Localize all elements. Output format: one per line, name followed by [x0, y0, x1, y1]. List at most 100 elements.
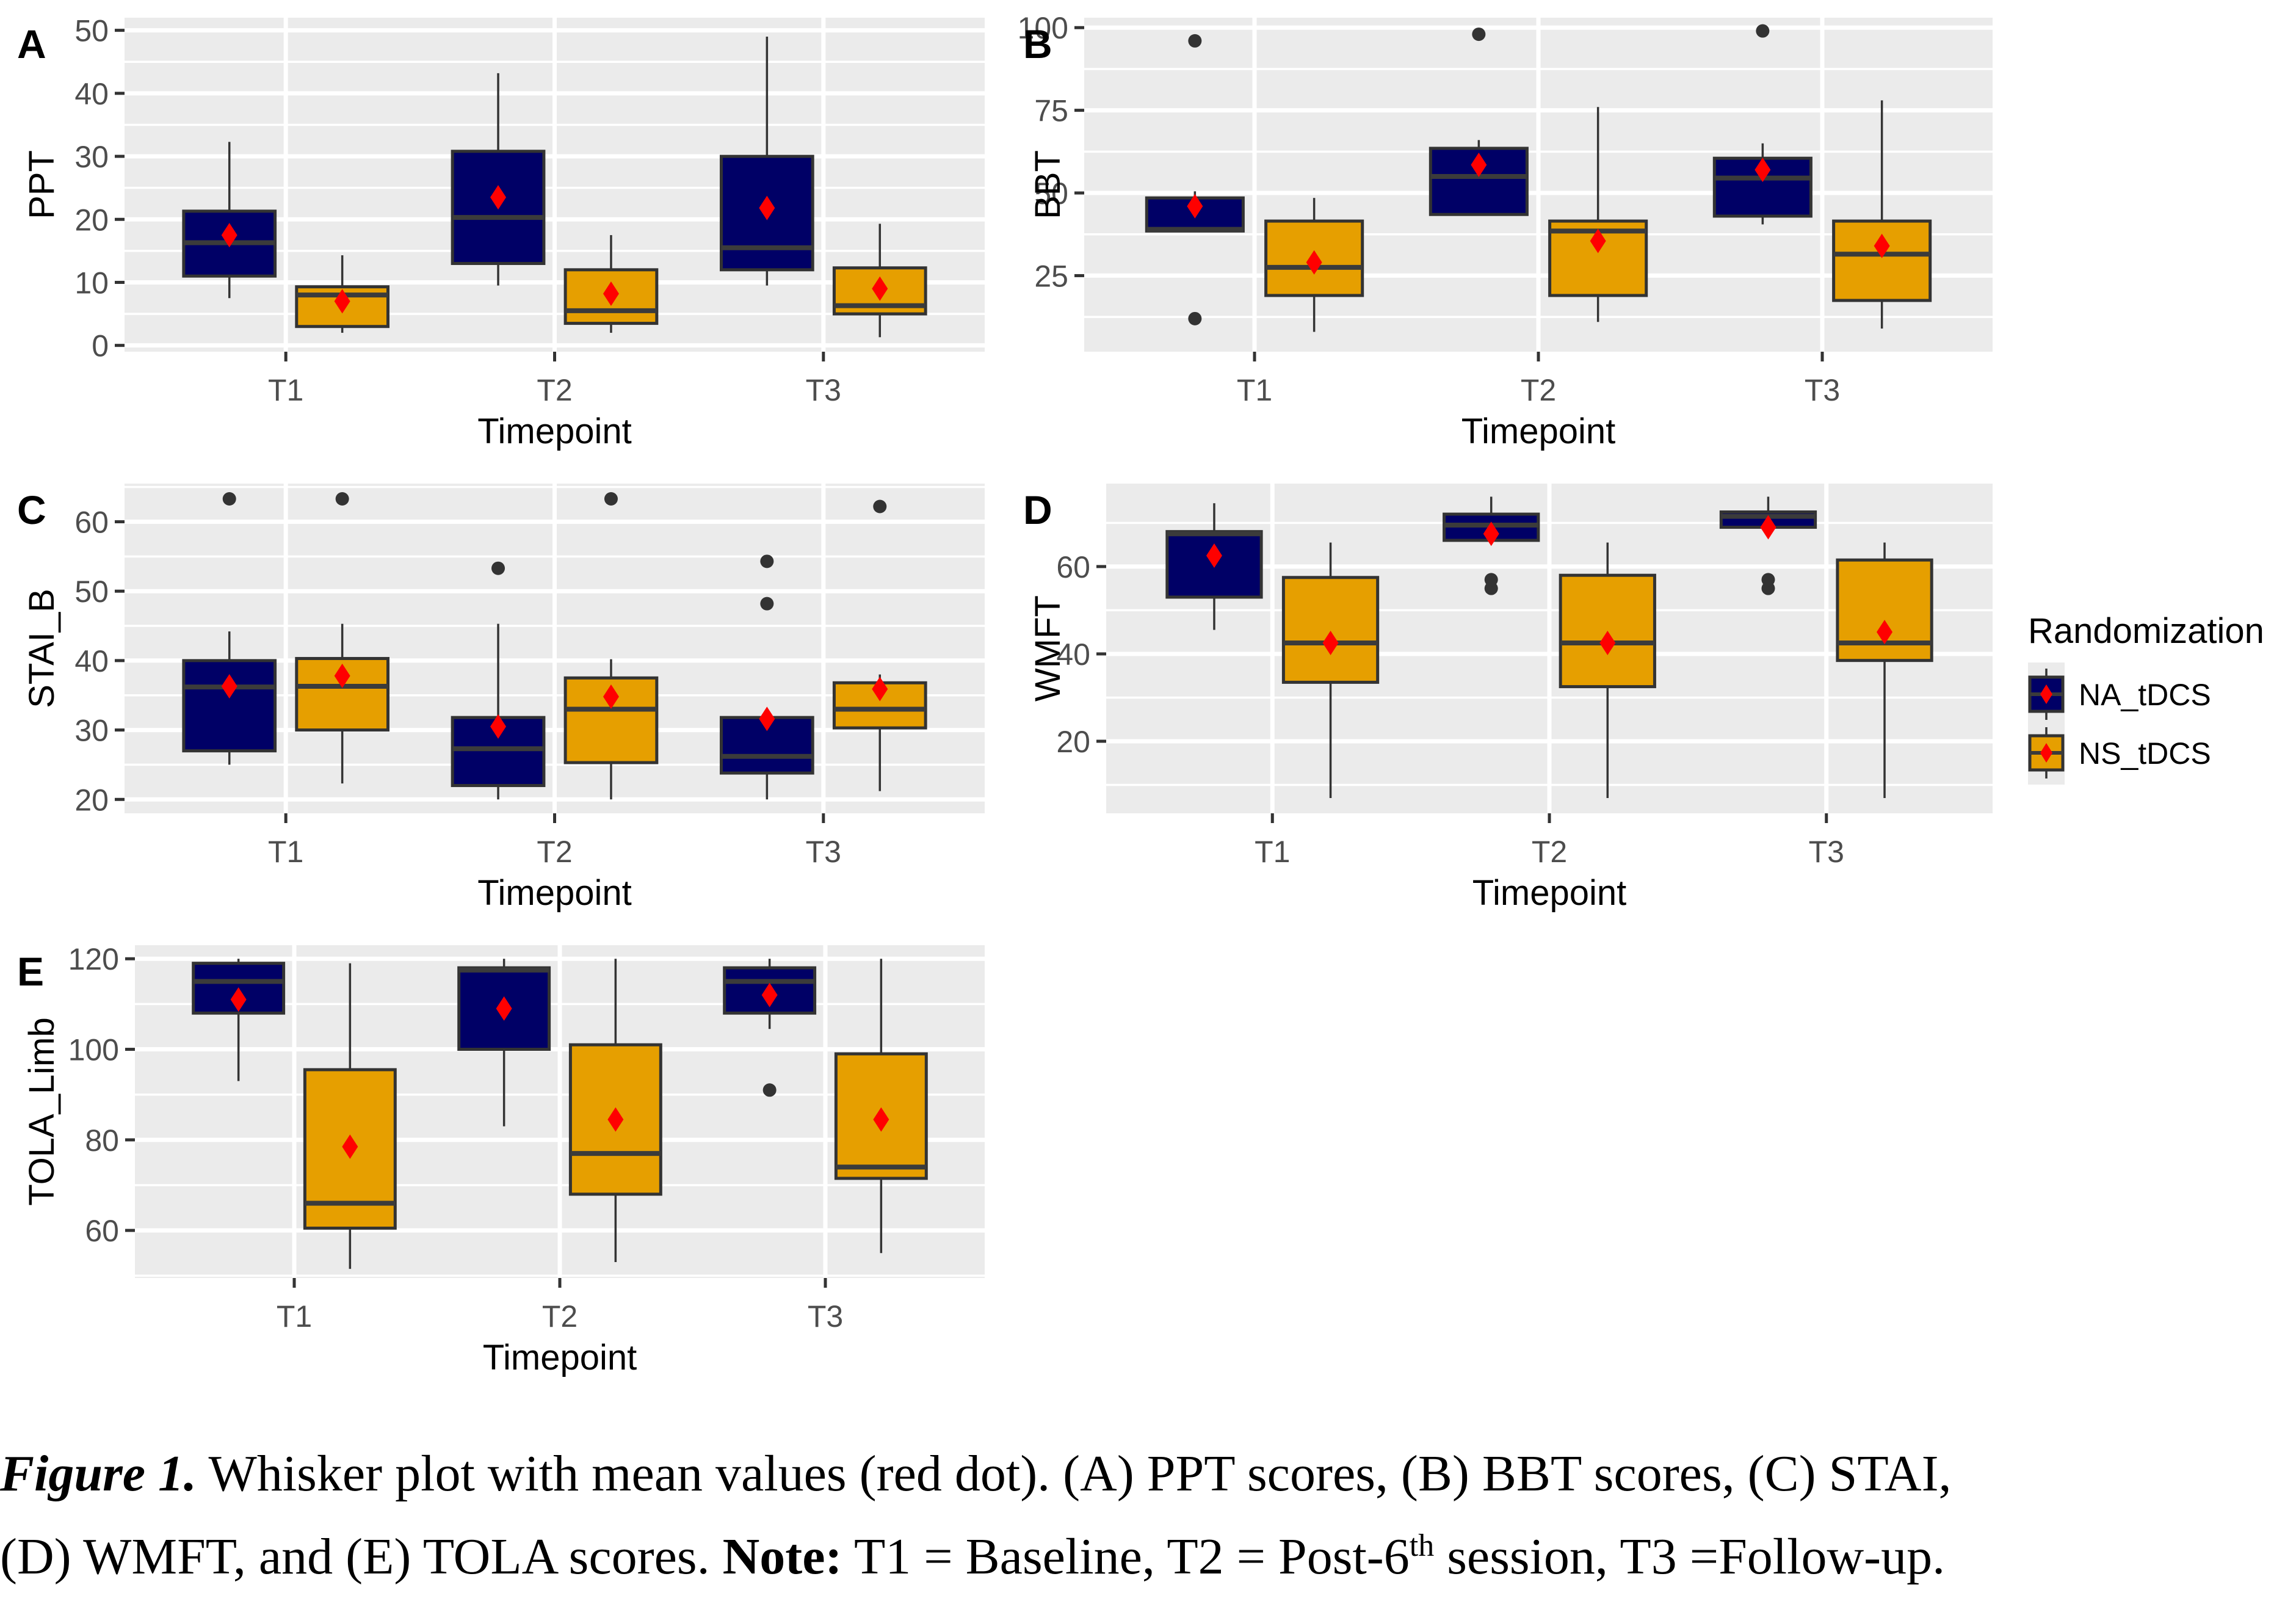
box-na-tdcs	[451, 561, 546, 800]
box-na-tdcs	[723, 959, 817, 1097]
y-tick-label: 60	[85, 1214, 119, 1248]
y-axis-title: PPT	[22, 150, 62, 219]
mean-marker	[607, 1107, 624, 1132]
box-na-tdcs	[1165, 503, 1263, 630]
y-tick-label: 80	[85, 1123, 119, 1158]
mean-marker	[221, 223, 237, 248]
y-axis-title: BBT	[1028, 150, 1068, 219]
mean-marker	[342, 1134, 358, 1159]
box-ns-tdcs	[1548, 107, 1648, 322]
caption-line2-b: T1 = Baseline, T2 = Post-6	[842, 1528, 1410, 1585]
y-tick-label: 50	[1034, 176, 1068, 211]
box-na-tdcs	[192, 959, 286, 1081]
y-tick-label: 30	[74, 714, 109, 748]
x-tick-label: T2	[537, 835, 572, 869]
y-tick-label: 25	[1034, 259, 1068, 293]
mean-marker	[334, 289, 350, 314]
box-ns-tdcs	[1836, 542, 1933, 798]
y-tick-label: 50	[74, 575, 109, 609]
box-na-tdcs	[182, 142, 277, 299]
mean-marker	[496, 996, 512, 1021]
box-na-tdcs	[1712, 24, 1813, 225]
caption-line1-text: Whisker plot with mean values (red dot).…	[197, 1445, 1952, 1502]
mean-marker	[221, 673, 237, 699]
box-ns-tdcs	[1281, 542, 1380, 798]
x-axis-title: Timepoint	[1461, 412, 1616, 451]
outlier-point	[760, 554, 774, 568]
box-na-tdcs	[451, 73, 546, 286]
mean-marker	[759, 706, 775, 731]
y-tick-label: 40	[74, 644, 109, 678]
outlier-point	[491, 561, 505, 575]
x-tick-label: T3	[1805, 373, 1840, 407]
y-tick-label: 10	[74, 266, 109, 300]
panel-b: T1 T2 T3 25 50 75 100 Timepoint BBT B	[1018, 11, 1993, 451]
legend-key-mean	[2040, 743, 2052, 763]
box-iqr	[1429, 147, 1529, 216]
outlier-point	[604, 492, 618, 506]
x-tick-label: T2	[1521, 373, 1556, 407]
box-ns-tdcs	[832, 223, 927, 338]
mean-marker	[1483, 521, 1499, 546]
x-tick-label: T1	[268, 835, 303, 869]
panel-letter: D	[1023, 487, 1052, 532]
y-tick-label: 40	[1056, 637, 1090, 672]
legend-item-label: NA_tDCS	[2079, 678, 2211, 712]
box-na-tdcs	[457, 959, 551, 1127]
y-axis-title: WMFT	[1028, 595, 1068, 702]
y-tick-label: 75	[1034, 94, 1068, 128]
x-tick-label: T3	[806, 835, 841, 869]
mean-marker	[1877, 620, 1893, 645]
mean-marker	[1874, 233, 1890, 258]
mean-marker	[872, 276, 888, 301]
mean-marker	[1471, 153, 1487, 178]
outlier-point	[873, 499, 887, 514]
y-tick-label: 100	[68, 1033, 119, 1067]
outlier-point	[1484, 573, 1498, 587]
mean-marker	[873, 1107, 889, 1132]
caption-line2-a: (D) WMFT, and (E) TOLA scores.	[0, 1528, 723, 1585]
mean-marker	[761, 982, 778, 1007]
panel-e: T1 T2 T3 60 80 100 120 Timepoint TOLA_Limb E	[17, 942, 985, 1377]
panel-d: T1 T2 T3 20 40 60 Timepoint WMFT D	[1023, 484, 1993, 913]
mean-marker	[1187, 194, 1203, 219]
box-iqr	[568, 1043, 662, 1196]
x-tick-label: T1	[1237, 373, 1272, 407]
x-tick-label: T1	[268, 373, 303, 407]
mean-marker	[603, 281, 619, 307]
x-axis-title: Timepoint	[477, 873, 632, 913]
x-tick-label: T2	[537, 373, 572, 407]
outlier-point	[1472, 27, 1486, 42]
caption-sup: th	[1409, 1528, 1435, 1563]
mean-marker	[490, 714, 507, 739]
mean-marker	[1599, 631, 1616, 656]
box-na-tdcs	[1429, 27, 1529, 216]
box-na-tdcs	[182, 492, 277, 765]
figure-caption: Figure 1. Whisker plot with mean values …	[0, 1438, 2259, 1593]
box-ns-tdcs	[303, 963, 397, 1269]
caption-line2-c: session, T3 =Follow-up.	[1434, 1528, 1946, 1585]
x-tick-label: T1	[1255, 835, 1290, 869]
outlier-point	[1188, 34, 1202, 48]
box-iqr	[1832, 219, 1932, 302]
y-tick-label: 100	[1018, 11, 1068, 45]
x-axis-title: Timepoint	[483, 1338, 637, 1377]
y-tick-label: 20	[74, 203, 109, 237]
mean-marker	[490, 185, 507, 210]
box-na-tdcs	[1145, 34, 1245, 325]
mean-marker	[1760, 515, 1776, 540]
box-ns-tdcs	[1264, 198, 1364, 332]
outlier-point	[1761, 573, 1775, 587]
mean-marker	[1755, 158, 1771, 183]
legend: Randomization NA_tDCS NS_tDCS	[2028, 611, 2264, 785]
box-iqr	[451, 150, 546, 266]
box-na-tdcs	[1719, 496, 1817, 595]
outlier-point	[760, 597, 774, 611]
box-ns-tdcs	[1559, 542, 1656, 798]
box-ns-tdcs	[295, 492, 390, 784]
outlier-point	[762, 1083, 777, 1097]
y-tick-label: 20	[74, 783, 109, 817]
panel-letter: B	[1023, 21, 1052, 67]
mean-marker	[1590, 228, 1606, 253]
